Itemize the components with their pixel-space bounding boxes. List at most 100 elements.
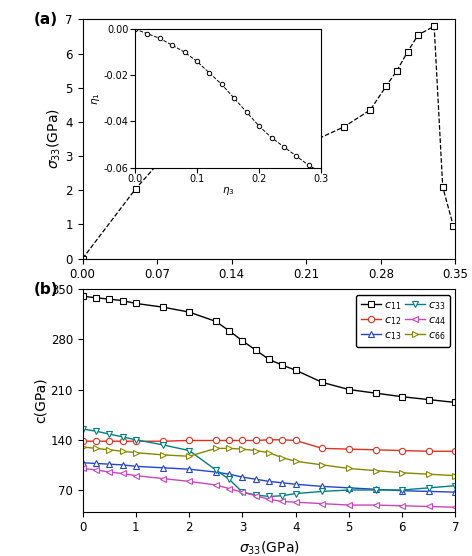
$c_{44}$ [120,470,126,477]
$c_{44}$ [399,503,405,509]
$c_{33}$ [426,484,432,491]
$c_{44}$ [226,485,232,492]
$c_{11}$ [133,300,139,307]
$c_{11}$ [120,297,126,304]
$c_{11}$ [373,390,379,396]
$c_{44}$ [93,466,99,473]
$c_{11}$ [253,347,259,354]
$c_{11}$ [399,394,405,400]
$c_{66}$ [80,444,85,450]
$c_{12}$ [373,446,379,453]
Line: $c_{13}$: $c_{13}$ [79,460,459,495]
$c_{11}$ [213,318,219,325]
$c_{13}$ [373,486,379,493]
$c_{12}$ [226,437,232,444]
$c_{66}$ [399,469,405,476]
$c_{33}$ [320,488,325,495]
$c_{12}$ [453,448,458,455]
X-axis label: $\sigma_{33}$(GPa): $\sigma_{33}$(GPa) [239,540,299,556]
$c_{44}$ [106,469,112,475]
$c_{66}$ [373,467,379,474]
$c_{13}$ [213,469,219,475]
$c_{33}$ [120,434,126,440]
$c_{13}$ [320,483,325,490]
$c_{12}$ [240,437,245,444]
$c_{33}$ [213,466,219,473]
$c_{33}$ [346,486,352,493]
$c_{66}$ [93,445,99,451]
$c_{66}$ [426,471,432,478]
Text: (b): (b) [34,282,59,297]
$c_{33}$ [279,493,285,499]
$c_{11}$ [266,356,272,363]
$c_{12}$ [279,436,285,443]
$c_{66}$ [240,446,245,453]
$c_{13}$ [293,481,298,488]
$c_{44}$ [373,502,379,508]
$c_{66}$ [346,465,352,472]
$c_{66}$ [320,461,325,468]
$c_{33}$ [226,476,232,483]
Line: $c_{44}$: $c_{44}$ [79,465,459,510]
$c_{11}$ [186,309,192,315]
$c_{33}$ [240,489,245,495]
$c_{44}$ [293,499,298,505]
Line: $c_{66}$: $c_{66}$ [79,444,459,479]
$c_{11}$ [106,296,112,302]
$c_{12}$ [346,446,352,453]
$c_{44}$ [213,481,219,488]
Line: $c_{11}$: $c_{11}$ [79,293,459,405]
$c_{12}$ [213,437,219,444]
Y-axis label: $\sigma_{33}$(GPa): $\sigma_{33}$(GPa) [45,108,63,170]
$c_{12}$ [426,448,432,455]
$c_{44}$ [80,465,85,472]
$c_{12}$ [253,437,259,444]
$c_{11}$ [93,294,99,301]
$c_{33}$ [93,428,99,434]
$c_{11}$ [320,379,325,386]
$c_{13}$ [93,460,99,467]
$c_{13}$ [253,476,259,483]
$c_{66}$ [120,448,126,455]
$c_{66}$ [160,451,165,458]
$c_{66}$ [133,449,139,456]
$c_{13}$ [279,479,285,486]
$c_{33}$ [80,426,85,433]
$c_{12}$ [93,438,99,445]
$c_{33}$ [266,493,272,500]
$c_{33}$ [293,490,298,497]
$c_{44}$ [253,493,259,499]
$c_{11}$ [279,362,285,369]
$c_{12}$ [120,438,126,445]
$c_{12}$ [293,437,298,444]
$c_{33}$ [160,441,165,448]
$c_{13}$ [346,484,352,491]
$c_{11}$ [346,386,352,393]
X-axis label: $\eta_3$: $\eta_3$ [261,287,277,302]
$c_{66}$ [186,453,192,460]
$c_{13}$ [120,461,126,468]
$c_{13}$ [106,461,112,468]
$c_{12}$ [186,437,192,444]
$c_{44}$ [320,500,325,507]
$c_{12}$ [399,447,405,454]
$c_{33}$ [373,486,379,493]
$c_{44}$ [240,489,245,495]
$c_{12}$ [266,436,272,443]
$c_{13}$ [226,471,232,478]
$c_{13}$ [133,463,139,470]
$c_{33}$ [253,492,259,498]
$c_{66}$ [213,445,219,451]
$c_{12}$ [106,438,112,445]
$c_{12}$ [133,438,139,445]
$c_{11}$ [80,293,85,300]
$c_{13}$ [453,489,458,495]
$c_{12}$ [160,438,165,445]
$c_{11}$ [293,367,298,374]
$c_{11}$ [426,396,432,403]
$c_{12}$ [320,445,325,451]
Text: (a): (a) [34,12,58,27]
$c_{66}$ [293,458,298,465]
Line: $c_{33}$: $c_{33}$ [79,426,459,500]
Legend: $c_{11}$, $c_{12}$, $c_{13}$, $c_{33}$, $c_{44}$, $c_{66}$: $c_{11}$, $c_{12}$, $c_{13}$, $c_{33}$, … [356,295,450,347]
